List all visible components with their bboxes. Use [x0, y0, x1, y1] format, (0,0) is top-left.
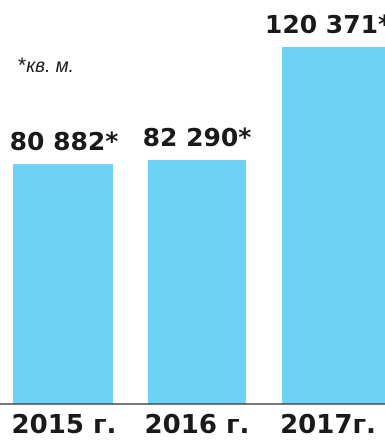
category-label-2: 2016 г. — [145, 410, 250, 440]
category-labels-group: 2015 г. 2016 г. 2017г. — [12, 410, 376, 440]
value-label-3: 120 371* — [265, 10, 385, 39]
unit-note: *кв. м. — [18, 54, 74, 77]
bar-2 — [148, 159, 246, 404]
value-labels-group: 80 882* 82 290* 120 371* — [10, 10, 385, 156]
bar-3 — [282, 47, 385, 404]
bars-group — [13, 47, 385, 404]
bar-1 — [13, 164, 113, 404]
value-label-1: 80 882* — [10, 127, 119, 156]
value-label-2: 82 290* — [143, 123, 252, 152]
category-label-3: 2017г. — [280, 410, 376, 440]
category-label-1: 2015 г. — [12, 410, 117, 440]
unit-note-text: кв. м. — [26, 56, 74, 77]
